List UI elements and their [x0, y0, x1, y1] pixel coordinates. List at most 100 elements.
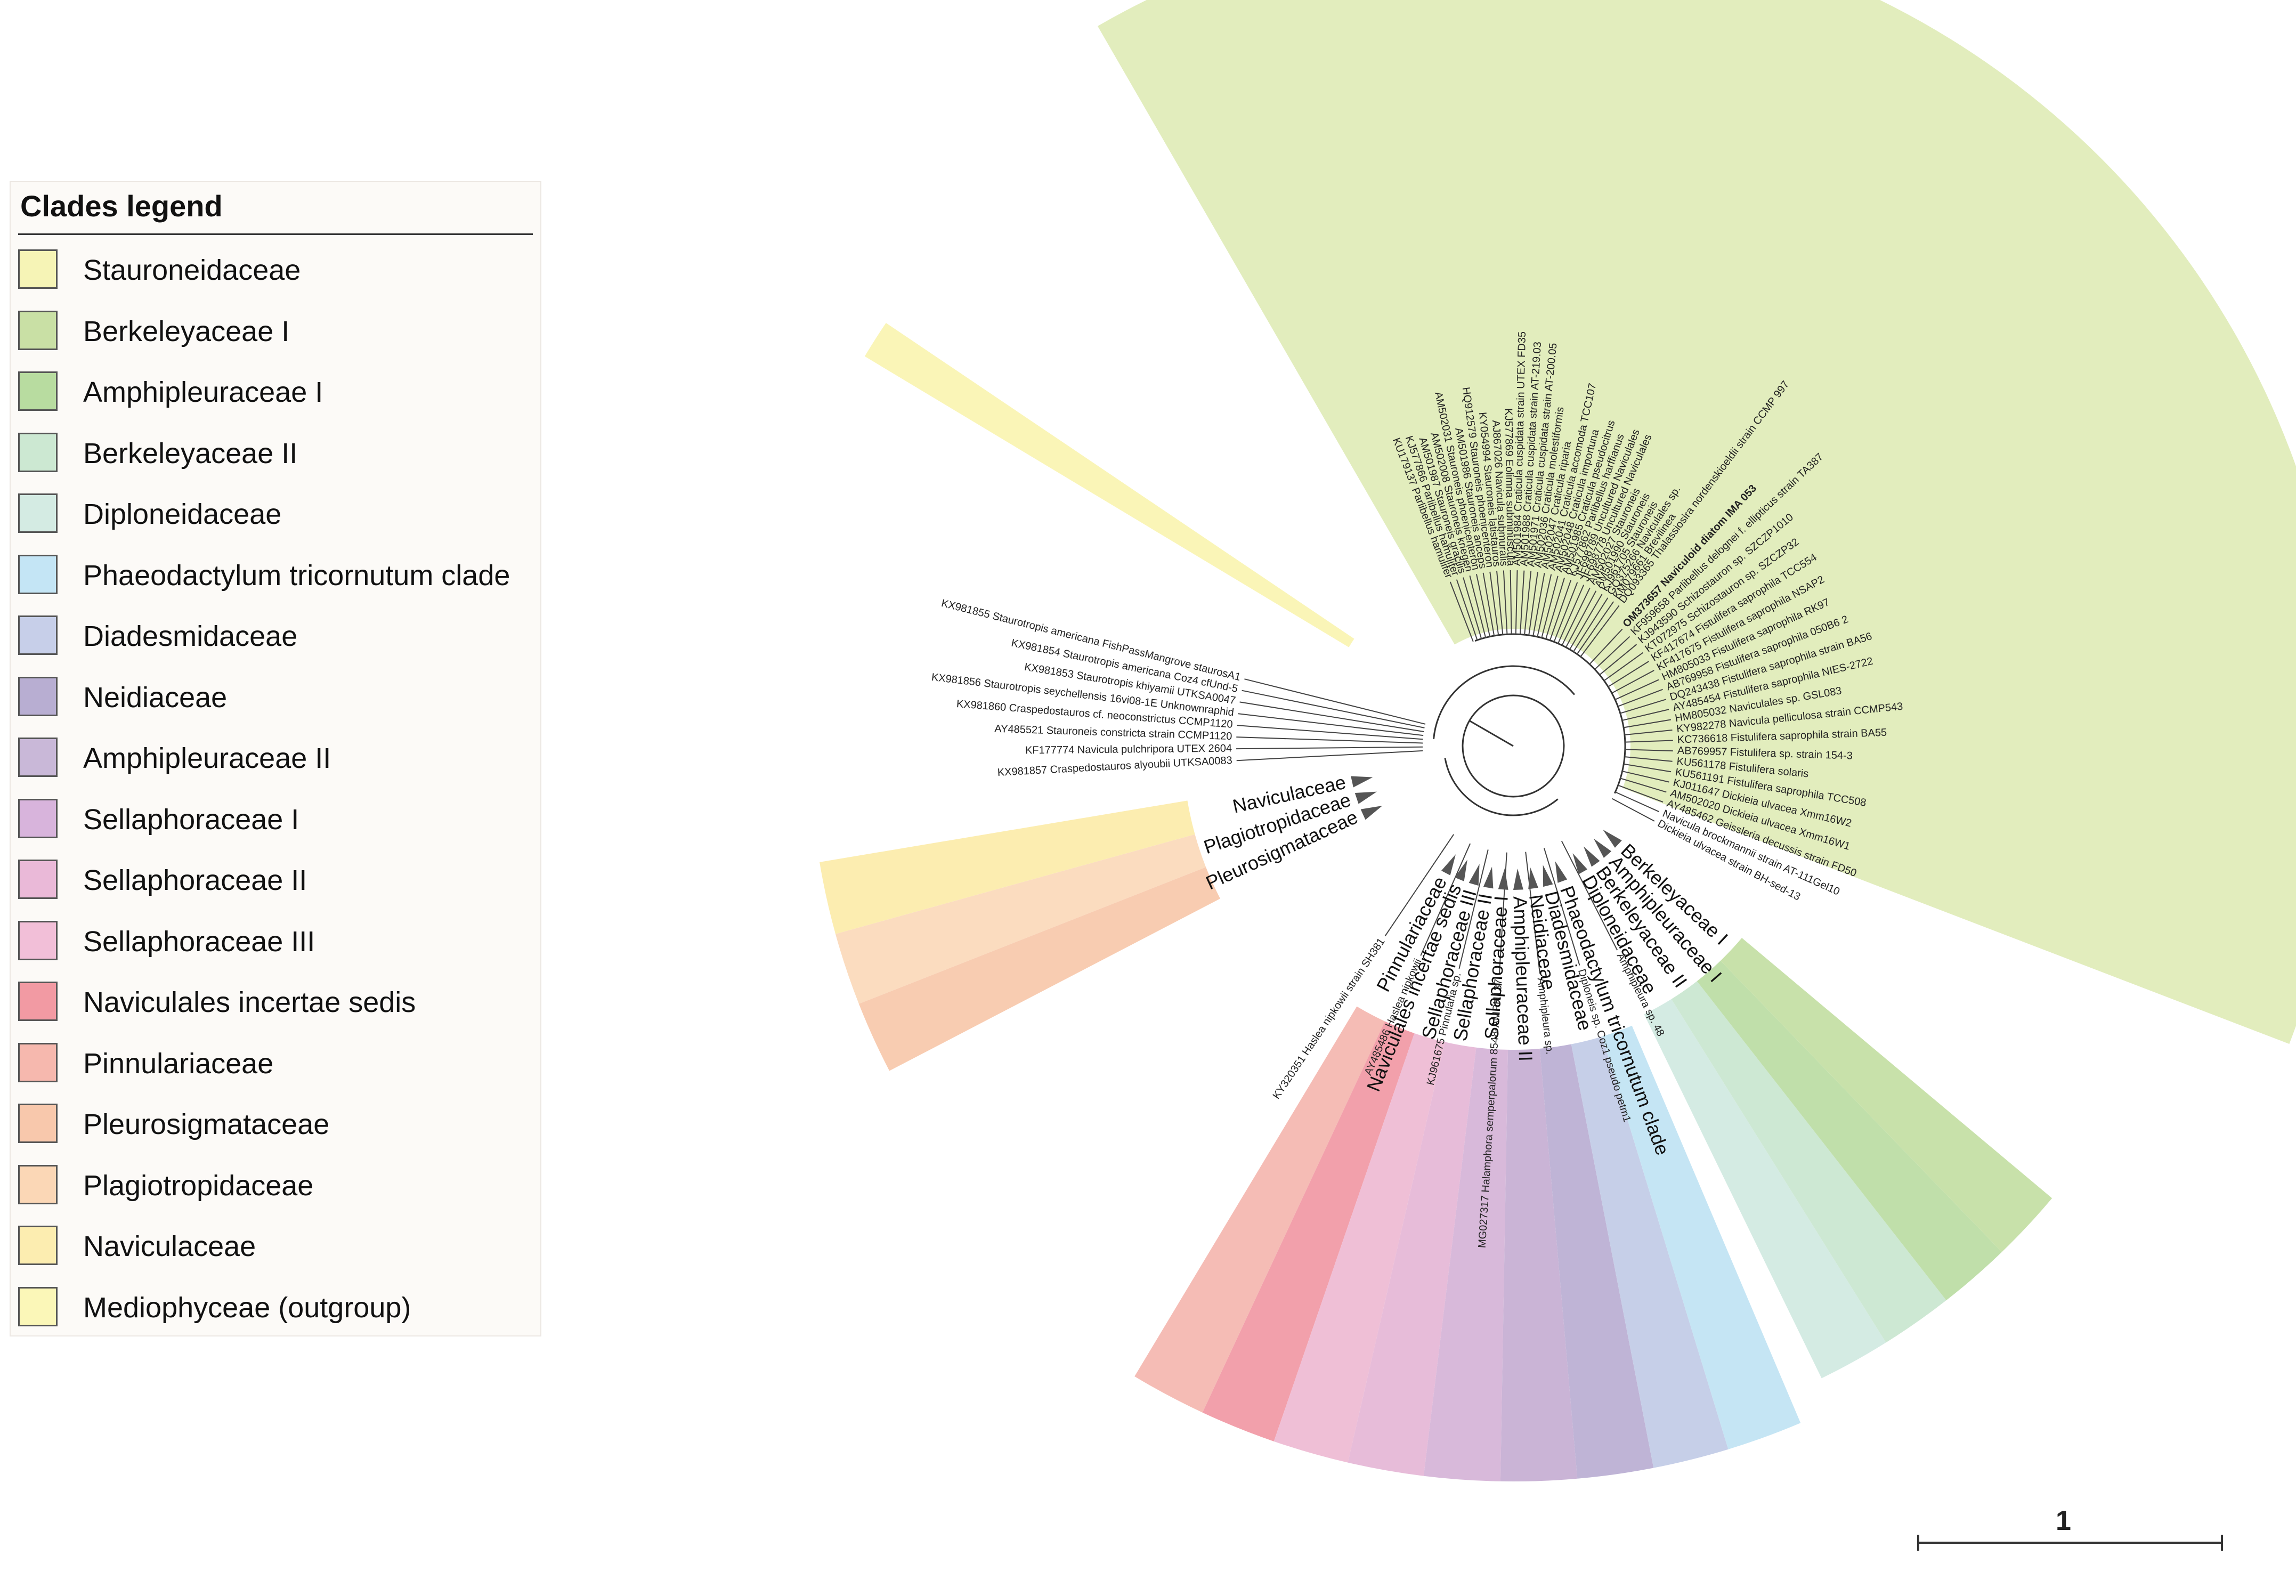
leaf-branch — [1608, 661, 1649, 687]
legend-item: Pinnulariaceae — [18, 1039, 530, 1087]
leaf-branch — [1236, 746, 1423, 750]
legend-swatch — [18, 1226, 58, 1265]
legend-label: Neidiaceae — [83, 681, 228, 714]
leaf-branch — [1458, 849, 1489, 969]
branch-arc — [1444, 758, 1559, 816]
clade-wedge-amphipleuraceae-ii — [1500, 1048, 1578, 1481]
clade-wedge-sellaphoraceae-i — [1423, 1047, 1508, 1481]
collapsed-triangle-sellaphoraceae-ii — [1483, 866, 1494, 889]
leaf-label: KX981855 Staurotropis americana FishPass… — [940, 597, 1242, 683]
clade-wedge-berkeleyaceae-i — [1721, 937, 2052, 1252]
leaf-branch — [1420, 843, 1471, 956]
legend-item: Diploneidaceae — [18, 489, 530, 537]
leaf-branch — [1519, 570, 1525, 635]
legend-swatch — [18, 982, 58, 1021]
leaf-branch — [1545, 577, 1565, 639]
leaf-branch — [1622, 771, 1669, 783]
collapsed-triangle-berkeleyaceae-i — [1603, 829, 1622, 848]
legend-swatch — [18, 310, 58, 350]
leaf-branch — [1594, 636, 1630, 670]
leaf-branch — [1625, 740, 1673, 743]
collapsed-clade-triangles — [1351, 776, 1622, 890]
legend-swatch — [18, 493, 58, 533]
collapsed-triangle-plagiotropidaceae — [1354, 791, 1377, 804]
legend-swatch — [18, 1042, 58, 1082]
clade-wedge-sellaphoraceae-ii — [1348, 1042, 1476, 1476]
legend-item: Naviculales incertae sedis — [18, 977, 530, 1025]
clade-wedge-naviculaceae — [820, 800, 1195, 934]
collapsed-triangle-naviculales-incertae-sedis — [1455, 860, 1467, 881]
collapsed-triangle-berkeleyaceae-ii — [1583, 846, 1600, 867]
legend-label: Phaeodactylum tricornutum clade — [83, 559, 510, 592]
leaf-branch — [1599, 644, 1637, 676]
leaf-branch — [1615, 791, 1659, 813]
legend-title: Clades legend — [20, 189, 223, 223]
collapsed-triangle-pleurosigmataceae — [1360, 805, 1383, 820]
leaf-branch — [1524, 571, 1532, 635]
clade-wedge-amphipleuraceae-i — [1697, 960, 2002, 1301]
legend-item: Diadesmidaceae — [18, 611, 530, 659]
legend-label: Diadesmidaceae — [83, 620, 298, 652]
clades-legend: Clades legend Stauroneidaceae Berkeleyace… — [10, 181, 541, 1336]
legend-item: Sellaphoraceae II — [18, 855, 530, 903]
clade-wedge-plagiotropidaceae — [835, 834, 1206, 1004]
scale-bar-label: 1 — [2056, 1505, 2071, 1536]
leaf-branch — [1543, 848, 1580, 966]
legend-swatch — [18, 798, 58, 838]
collapsed-triangle-amphipleuraceae-ii — [1513, 868, 1523, 890]
legend-item: Naviculaceae — [18, 1221, 530, 1269]
leaf-branch — [1623, 719, 1672, 728]
legend-label: Plagiotropidaceae — [83, 1169, 314, 1202]
branch-arc — [1474, 633, 1626, 794]
legend-label: Sellaphoraceae II — [83, 864, 307, 896]
leaf-branch — [1510, 570, 1512, 635]
leaf-branch — [1620, 699, 1667, 714]
root-branch — [1469, 720, 1514, 747]
legend-item: Berkeleyaceae II — [18, 428, 530, 476]
legend-item: Amphipleuraceae II — [18, 733, 530, 781]
leaf-branch — [1573, 597, 1609, 652]
leaf-label: KJ577869 Eolimna subminuscula — [1503, 408, 1517, 566]
legend-item: Amphipleuraceae I — [18, 367, 530, 415]
leaf-branch — [1624, 756, 1673, 762]
legend-swatch — [18, 1164, 58, 1204]
clade-wedges — [820, 0, 2296, 1481]
branch-arc — [1433, 665, 1576, 740]
legend-item: Sellaphoraceae I — [18, 795, 530, 842]
leaf-branch — [1525, 852, 1540, 974]
leaf-branch — [1503, 570, 1508, 635]
leaf-branch — [1384, 834, 1454, 937]
leaf-branch — [1614, 679, 1659, 700]
clade-wedge-diploneidaceae — [1644, 999, 1886, 1379]
leaf-branch — [1242, 690, 1425, 728]
leaf-branch — [1622, 709, 1669, 721]
legend-swatch — [18, 554, 58, 594]
legend-item: Phaeodactylum tricornutum clade — [18, 550, 530, 598]
leaf-branch — [1625, 749, 1673, 752]
clade-wedge-phaeodactylum — [1602, 1025, 1801, 1449]
collapsed-triangle-diploneidaceae — [1572, 853, 1588, 874]
leaf-branch — [1237, 725, 1423, 740]
leaf-branch — [1611, 670, 1654, 694]
collapsed-triangle-neidiaceae — [1528, 867, 1538, 889]
leaf-branch — [1589, 628, 1623, 665]
leaf-branch — [1611, 798, 1655, 822]
leaf-branch — [1532, 573, 1545, 636]
legend-label: Sellaphoraceae III — [83, 925, 315, 958]
leaf-branch — [1561, 840, 1618, 951]
leaf-branch — [1496, 571, 1504, 635]
leaf-branch — [1549, 579, 1572, 641]
legend-swatch — [18, 676, 58, 716]
legend-label: Amphipleuraceae I — [83, 376, 323, 408]
leaf-label: KX981857 Craspedostauros alyoubii UTKSA0… — [997, 755, 1232, 779]
legend-swatch — [18, 860, 58, 899]
leaf-branch — [1463, 577, 1482, 639]
collapsed-triangle-phaeodactylum — [1555, 861, 1568, 883]
scale-bar — [1917, 1535, 2223, 1551]
leaf-branch — [1618, 784, 1664, 803]
clade-wedge-sellaphoraceae-iii — [1273, 1033, 1445, 1463]
legend-label: Berkeleyaceae II — [83, 437, 298, 469]
leaf-branch — [1565, 590, 1597, 648]
leaf-branch — [1515, 570, 1518, 635]
